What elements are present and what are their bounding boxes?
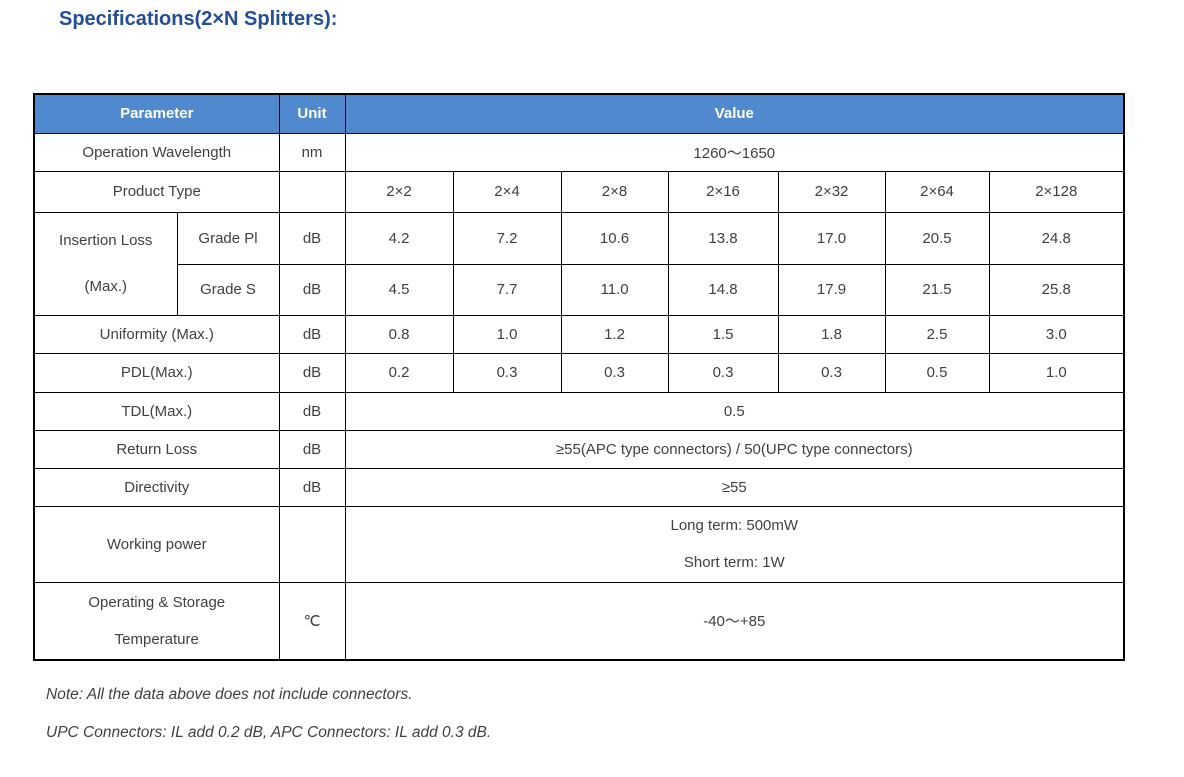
unit-cell: dB bbox=[278, 314, 346, 354]
value-cell: 2×8 bbox=[560, 170, 669, 213]
unit-cell: nm bbox=[278, 132, 346, 172]
unit-cell: ℃ bbox=[278, 581, 346, 661]
row-working-power: Working power Long term: 500mW Short ter… bbox=[33, 505, 1125, 583]
header-unit: Unit bbox=[278, 93, 346, 134]
value-cell: 0.3 bbox=[667, 352, 779, 393]
value-cell: 0.3 bbox=[777, 352, 886, 393]
value-cell: 0.3 bbox=[560, 352, 669, 393]
grade-label-cell: Grade Pl bbox=[176, 211, 280, 265]
value-cell: 2×32 bbox=[777, 170, 886, 213]
value-cell: 21.5 bbox=[884, 263, 990, 316]
value-cell: 2×2 bbox=[344, 170, 454, 213]
param-cell: Product Type bbox=[33, 170, 280, 213]
value-cell: 0.3 bbox=[452, 352, 562, 393]
unit-cell bbox=[278, 170, 346, 213]
value-cell: 2×128 bbox=[988, 170, 1125, 213]
unit-cell: dB bbox=[278, 263, 346, 316]
value-cell: 13.8 bbox=[667, 211, 779, 265]
unit-cell bbox=[278, 505, 346, 583]
value-cell: 7.2 bbox=[452, 211, 562, 265]
row-insertion-loss-grade-pl: Insertion Loss (Max.) Grade Pl dB 4.2 7.… bbox=[33, 211, 1125, 316]
unit-cell: dB bbox=[278, 352, 346, 393]
value-cell: 2×4 bbox=[452, 170, 562, 213]
table-header-row: Parameter Unit Value bbox=[33, 93, 1125, 134]
param-line2: (Max.) bbox=[84, 277, 128, 295]
row-product-type: Product Type 2×2 2×4 2×8 2×16 2×32 2×64 … bbox=[33, 170, 1125, 213]
value-cell: 0.5 bbox=[884, 352, 990, 393]
param-line1: Insertion Loss bbox=[59, 231, 153, 249]
value-cell: 4.2 bbox=[344, 211, 454, 265]
grade-label-cell: Grade S bbox=[176, 263, 280, 316]
row-temperature: Operating & Storage Temperature ℃ -40～+8… bbox=[33, 581, 1125, 661]
unit-cell: dB bbox=[278, 429, 346, 469]
param-cell: Uniformity (Max.) bbox=[33, 314, 280, 354]
header-parameter: Parameter bbox=[33, 93, 280, 134]
row-uniformity: Uniformity (Max.) dB 0.8 1.0 1.2 1.5 1.8… bbox=[33, 314, 1125, 354]
row-insertion-loss-grade-s: Grade S dB 4.5 7.7 11.0 14.8 17.9 21.5 2… bbox=[34, 263, 1125, 316]
value-cell: 11.0 bbox=[560, 263, 669, 316]
param-cell: Return Loss bbox=[33, 429, 280, 469]
value-cell: 3.0 bbox=[988, 314, 1125, 354]
param-cell: Operation Wavelength bbox=[33, 132, 280, 172]
value-cell: 17.0 bbox=[777, 211, 886, 265]
value-cell: ≥55(APC type connectors) / 50(UPC type c… bbox=[344, 429, 1125, 469]
row-directivity: Directivity dB ≥55 bbox=[33, 467, 1125, 507]
param-cell-insertion-loss: Insertion Loss (Max.) bbox=[33, 211, 178, 316]
param-cell: TDL(Max.) bbox=[33, 391, 280, 431]
page-title: Specifications(2×N Splitters): bbox=[59, 8, 338, 30]
value-cell: 17.9 bbox=[777, 263, 886, 316]
value-cell: 1.2 bbox=[560, 314, 669, 354]
value-line1: Long term: 500mW bbox=[670, 517, 799, 534]
param-line1: Operating & Storage bbox=[88, 593, 226, 611]
value-cell: 2×16 bbox=[667, 170, 779, 213]
value-cell: 1.8 bbox=[777, 314, 886, 354]
note-connectors: Note: All the data above does not includ… bbox=[46, 686, 413, 703]
param-line2: Temperature bbox=[114, 630, 199, 648]
value-cell: 0.2 bbox=[344, 352, 454, 393]
value-cell: 2.5 bbox=[884, 314, 990, 354]
unit-cell: dB bbox=[278, 391, 346, 431]
value-cell: 0.5 bbox=[344, 391, 1125, 431]
value-cell: 4.5 bbox=[344, 263, 454, 316]
row-return-loss: Return Loss dB ≥55(APC type connectors) … bbox=[33, 429, 1125, 469]
value-cell-working-power: Long term: 500mW Short term: 1W bbox=[344, 505, 1125, 583]
value-cell: 1260～1650 bbox=[344, 132, 1125, 172]
value-cell: 10.6 bbox=[560, 211, 669, 265]
row-tdl: TDL(Max.) dB 0.5 bbox=[33, 391, 1125, 431]
value-cell: ≥55 bbox=[344, 467, 1125, 507]
value-cell: 25.8 bbox=[988, 263, 1125, 316]
value-cell: 1.0 bbox=[988, 352, 1125, 393]
value-cell: 1.0 bbox=[452, 314, 562, 354]
param-cell-temperature: Operating & Storage Temperature bbox=[33, 581, 280, 661]
value-cell: 7.7 bbox=[452, 263, 562, 316]
param-cell: Directivity bbox=[33, 467, 280, 507]
row-operation-wavelength: Operation Wavelength nm 1260～1650 bbox=[33, 132, 1125, 172]
param-cell: PDL(Max.) bbox=[33, 352, 280, 393]
value-cell: 0.8 bbox=[344, 314, 454, 354]
value-cell: 2×64 bbox=[884, 170, 990, 213]
note-il-add: UPC Connectors: IL add 0.2 dB, APC Conne… bbox=[46, 724, 492, 741]
param-cell: Working power bbox=[33, 505, 280, 583]
unit-cell: dB bbox=[278, 211, 346, 265]
value-cell: -40～+85 bbox=[344, 581, 1125, 661]
specifications-table: Parameter Unit Value Operation Wavelengt… bbox=[33, 93, 1126, 661]
value-cell: 1.5 bbox=[667, 314, 779, 354]
row-pdl: PDL(Max.) dB 0.2 0.3 0.3 0.3 0.3 0.5 1.0 bbox=[33, 352, 1125, 393]
value-cell: 14.8 bbox=[667, 263, 779, 316]
unit-cell: dB bbox=[278, 467, 346, 507]
value-cell: 24.8 bbox=[988, 211, 1125, 265]
value-line2: Short term: 1W bbox=[683, 554, 785, 571]
header-value: Value bbox=[344, 93, 1125, 134]
footnotes: Note: All the data above does not includ… bbox=[46, 686, 491, 762]
value-cell: 20.5 bbox=[884, 211, 990, 265]
